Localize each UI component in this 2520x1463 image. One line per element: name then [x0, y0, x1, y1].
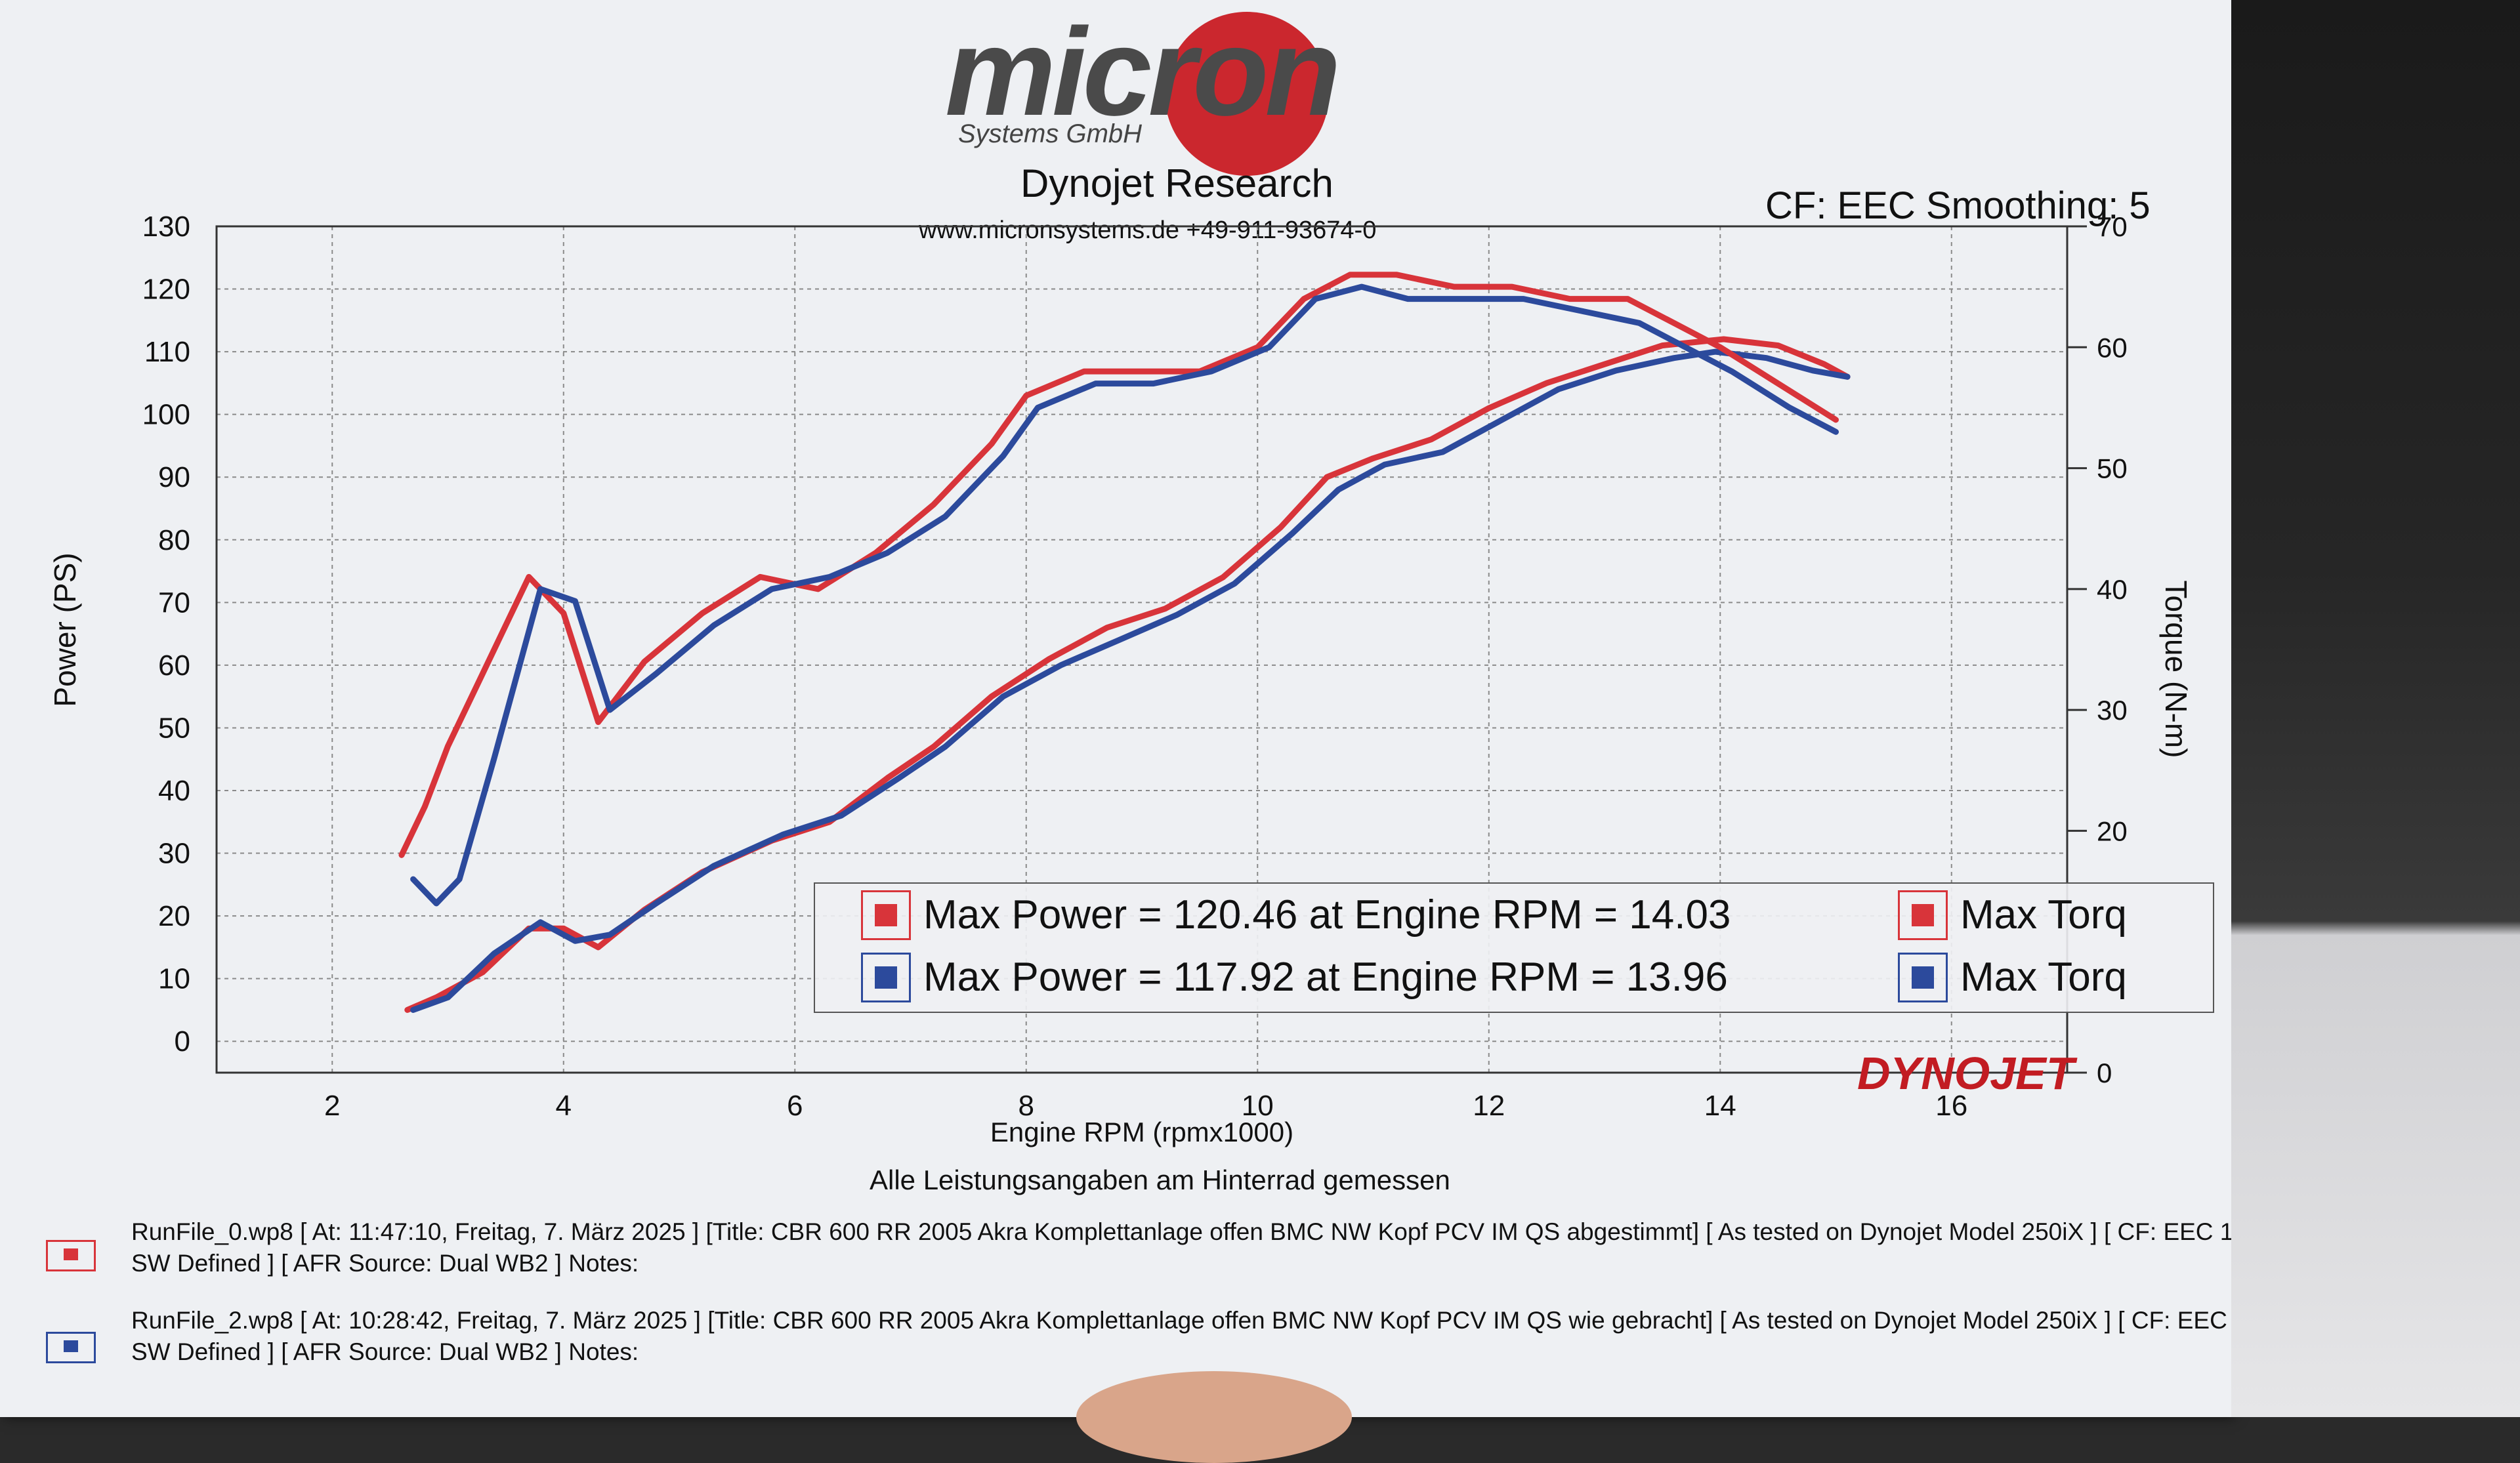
torque-axis-ticks: 0 20 30 40 50 60 70 [2067, 211, 2128, 1088]
y2-tick-label-0: 0 [2097, 1058, 2112, 1088]
x-tick-label-0: 2 [324, 1090, 340, 1122]
y-tick-label-10: 100 [142, 399, 190, 431]
logo-word: micron [945, 3, 1341, 142]
power-axis-ticks: 0 10 20 30 40 50 60 70 80 90 100 110 120 130 [142, 211, 190, 1058]
series-line-3 [410, 283, 1839, 907]
footer-swatch-run1 [46, 1240, 96, 1271]
x-tick-label-4: 10 [1242, 1090, 1274, 1122]
footer-run1-line1: RunFile_0.wp8 [ At: 11:47:10, Freitag, 7… [131, 1218, 2362, 1245]
dynojet-brand: DYNOJET [1857, 1048, 2078, 1099]
legend-run1-power: Max Power = 120.46 at Engine RPM = 14.03 [923, 892, 1731, 938]
y2-tick-label-6: 70 [2097, 211, 2128, 242]
x-tick-label-5: 12 [1473, 1090, 1505, 1122]
y2-tick-label-1: 20 [2097, 815, 2128, 846]
y-tick-label-9: 90 [158, 461, 190, 493]
y-tick-label-7: 70 [158, 587, 190, 619]
y-tick-label-13: 130 [142, 211, 190, 243]
y-tick-label-1: 10 [158, 963, 190, 995]
footer-run2-line1: RunFile_2.wp8 [ At: 10:28:42, Freitag, 7… [131, 1307, 2376, 1334]
y-axis-label: Power (PS) [48, 552, 82, 707]
y-tick-label-8: 80 [158, 524, 190, 556]
y-tick-label-5: 50 [158, 712, 190, 744]
lab-name: Dynojet Research [1020, 161, 1334, 205]
legend-swatch-run1-power [861, 890, 911, 940]
y2-axis-label: Torque (N-m) [2159, 581, 2193, 758]
finger-holding-paper [1076, 1371, 1352, 1463]
y2-tick-label-5: 60 [2097, 332, 2128, 363]
y2-tick-label-3: 40 [2097, 574, 2128, 605]
y-tick-label-12: 120 [142, 274, 190, 306]
rpm-axis-ticks: 2 4 6 8 10 12 14 16 [324, 1090, 1967, 1122]
plot-frame [215, 225, 2068, 1074]
y-tick-label-2: 20 [158, 900, 190, 932]
y2-tick-label-2: 30 [2097, 695, 2128, 726]
y-tick-label-11: 110 [144, 336, 190, 368]
dyno-printout: micron Systems GmbH Dynojet Research www… [0, 0, 2376, 1463]
x-tick-label-3: 8 [1018, 1090, 1034, 1122]
y2-tick-label-4: 50 [2097, 453, 2128, 484]
legend-run2-power: Max Power = 117.92 at Engine RPM = 13.96 [923, 955, 1728, 1000]
logo-ring [1165, 12, 1329, 176]
y-tick-label-3: 30 [158, 838, 190, 870]
legend-run2-torque: Max Torq [1960, 955, 2127, 1000]
chart-series [398, 272, 1851, 1013]
lab-contact: www.micronsystems.de +49-911-93674-0 [919, 216, 1377, 244]
dyno-chart: 0 10 20 30 40 50 60 70 80 90 100 110 120 130 0 20 30 40 5… [48, 211, 2193, 1147]
footer-run1-line2: SW Defined ] [ AFR Source: Dual WB2 ] No… [131, 1250, 639, 1277]
x-tick-label-7: 16 [1935, 1090, 1967, 1122]
y-tick-label-4: 40 [158, 775, 190, 807]
chart-grid [217, 226, 2067, 1073]
correction-factor-label: CF: EEC Smoothing: 5 [1765, 184, 2151, 227]
footer-run2-line2: SW Defined ] [ AFR Source: Dual WB2 ] No… [131, 1338, 639, 1365]
car-dashboard-background [2231, 0, 2520, 1417]
y-tick-label-0: 0 [175, 1025, 190, 1058]
x-tick-label-2: 6 [787, 1090, 803, 1122]
legend-swatch-run2-power [861, 953, 911, 1002]
logo-subtitle: Systems GmbH [958, 119, 1143, 148]
y-tick-label-6: 60 [158, 649, 190, 682]
x-tick-label-6: 14 [1704, 1090, 1736, 1122]
legend-box: Max Power = 120.46 at Engine RPM = 14.03… [814, 882, 2214, 1013]
series-line-1 [410, 348, 1851, 1013]
x-tick-label-1: 4 [556, 1090, 572, 1122]
chart-caption: Alle Leistungsangaben am Hinterrad gemes… [870, 1164, 1450, 1195]
legend-swatch-run1-torque [1898, 890, 1948, 940]
x-axis-label: Engine RPM (rpmx1000) [990, 1117, 1293, 1147]
series-line-2 [398, 272, 1839, 858]
legend-run1-torque: Max Torq [1960, 892, 2127, 938]
footer-swatch-run2 [46, 1332, 96, 1363]
legend-swatch-run2-torque [1898, 953, 1948, 1002]
